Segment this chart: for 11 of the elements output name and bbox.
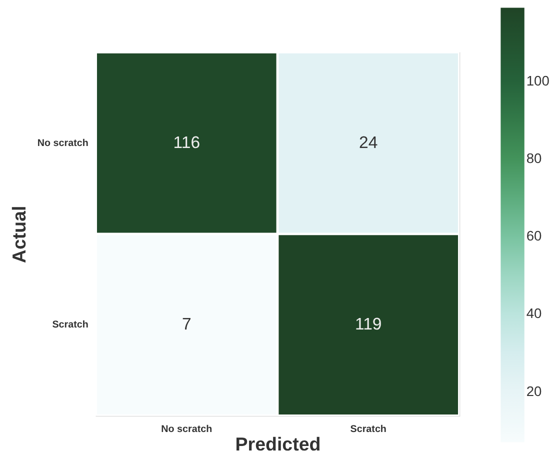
color-bar-label: 80	[526, 150, 542, 166]
color-bar-label: 100	[526, 72, 550, 88]
x-axis-title: Predicted	[235, 434, 321, 455]
y-axis-title: Actual	[8, 206, 30, 264]
color-bar-label: 20	[526, 382, 542, 399]
data-label: 119	[354, 314, 382, 334]
data-label: 24	[359, 133, 378, 152]
color-bar-label: 40	[526, 305, 542, 322]
data-label: 116	[173, 133, 200, 152]
color-bar-label: 60	[526, 228, 542, 244]
data-label: 7	[182, 314, 192, 334]
